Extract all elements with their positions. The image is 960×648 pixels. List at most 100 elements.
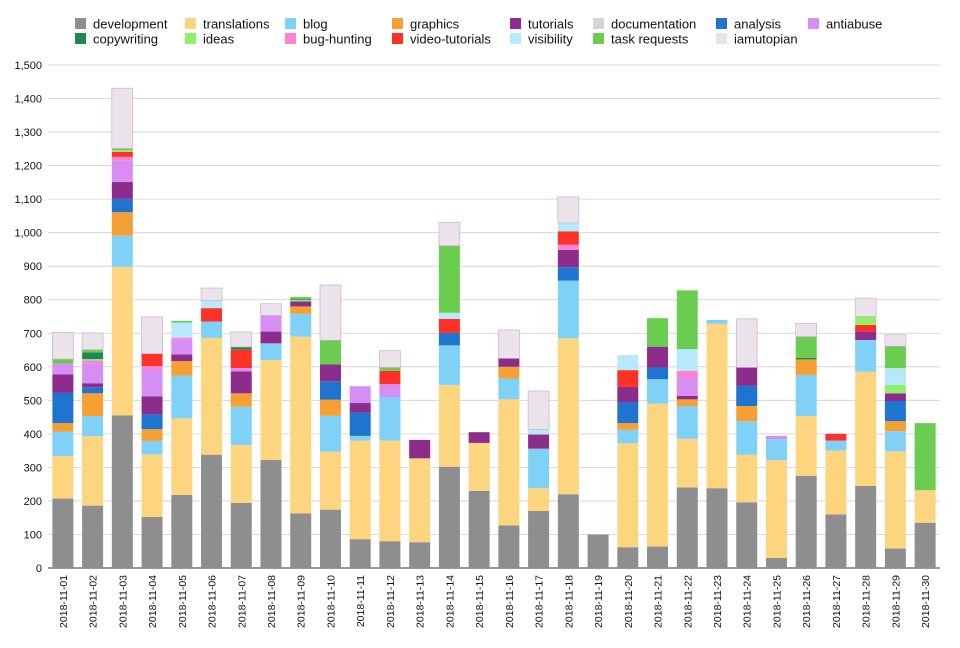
bar-segment-blog	[528, 448, 550, 489]
bar-segment-development	[260, 460, 282, 568]
bar-segment-tutorials	[468, 432, 490, 443]
bar-segment-video-tutorials	[230, 349, 252, 369]
bar-segment-development	[498, 525, 520, 568]
bar-segment-blog	[884, 431, 906, 452]
bar-segment-iamutopian	[527, 390, 550, 430]
bar-segment-translations	[676, 438, 698, 488]
bar-segment-visibility	[676, 349, 698, 371]
bar-segment-graphics	[884, 421, 906, 432]
bar-segment-blog	[201, 321, 223, 338]
bar-segment-development	[617, 547, 639, 568]
bar-segment-video-tutorials	[201, 308, 223, 322]
bar-segment-translations	[855, 371, 877, 486]
bar-segment-development	[230, 502, 252, 568]
bar-stack-2018-11-02	[81, 332, 104, 568]
bar-segment-copywriting	[230, 347, 252, 350]
bar-segment-iamutopian	[854, 297, 877, 317]
bar-stack-2018-11-11	[349, 386, 371, 568]
bar-segment-translations	[557, 338, 579, 495]
bar-stack-2018-11-13	[409, 439, 431, 568]
legend-item-blog: blog	[285, 17, 328, 32]
bar-segment-development	[587, 534, 609, 568]
legend-swatch	[593, 18, 604, 29]
bar-stack-2018-11-06	[200, 287, 223, 568]
legend-item-visibility: visibility	[510, 32, 573, 47]
bar-segment-development	[82, 505, 104, 568]
bar-segment-tutorials	[290, 301, 312, 307]
bar-stack-2018-11-08	[260, 303, 282, 568]
legend-swatch	[285, 33, 296, 44]
bar-segment-development	[884, 548, 906, 568]
bar-segment-ideas	[111, 150, 133, 152]
bar-segment-blog	[379, 396, 401, 441]
bar-stack-2018-11-19	[587, 534, 609, 568]
bar-segment-bug-hunting	[171, 337, 193, 340]
bar-segment-translations	[736, 454, 758, 503]
bar-segment-translations	[468, 442, 490, 491]
legend-swatch	[392, 33, 403, 44]
bar-stack-2018-11-23	[706, 319, 728, 568]
bar-segment-task-requests	[52, 359, 74, 364]
bar-segment-antiabuse	[349, 386, 371, 404]
bar-segment-analysis	[884, 401, 906, 422]
bar-segment-translations	[260, 360, 282, 461]
legend-label: blog	[303, 17, 328, 32]
bar-segment-blog	[171, 375, 193, 419]
bar-stack-2018-11-30	[914, 423, 936, 568]
bar-segment-graphics	[82, 393, 104, 417]
bar-segment-development	[647, 546, 669, 568]
bar-segment-tutorials	[230, 371, 252, 394]
bar-segment-visibility	[528, 429, 550, 435]
bar-stack-2018-11-27	[825, 433, 847, 568]
legend-label: documentation	[611, 17, 696, 32]
bar-segment-analysis	[349, 412, 371, 436]
bar-stack-2018-11-20	[617, 355, 639, 568]
bar-segment-task-requests	[111, 148, 133, 151]
bar-segment-visibility	[438, 312, 460, 319]
x-tick-label: 2018-11-05	[177, 575, 189, 628]
legend-item-development: development	[75, 17, 168, 32]
legend-item-tutorials: tutorials	[510, 17, 574, 32]
bar-segment-development	[141, 517, 163, 568]
y-axis: 0 100 200 300 400 500 600 700 800 900 1,000 1,100 1,…	[14, 60, 42, 575]
bar-segment-graphics	[795, 359, 817, 375]
bar-segment-bug-hunting	[82, 360, 104, 364]
legend-label: ideas	[203, 32, 235, 47]
bar-segment-analysis	[141, 414, 163, 430]
bar-segment-blog	[52, 431, 74, 456]
bar-segment-development	[676, 487, 698, 568]
legend-label: visibility	[528, 32, 573, 47]
bar-stack-2018-11-09	[290, 297, 312, 568]
bar-stack-2018-11-22	[676, 290, 698, 568]
bar-stack-2018-11-14	[438, 221, 461, 568]
bar-segment-video-tutorials	[855, 324, 877, 332]
legend-swatch	[285, 18, 296, 29]
bar-segment-video-tutorials	[617, 370, 639, 387]
x-tick-label: 2018-11-27	[831, 575, 843, 628]
bar-segment-task-requests	[171, 320, 193, 323]
y-tick-label: 0	[36, 563, 42, 575]
bar-segment-iamutopian	[884, 334, 907, 347]
bar-segment-translations	[171, 418, 193, 495]
bar-segment-tutorials	[617, 386, 639, 403]
legend: development translations blog graphics tutor…	[75, 17, 882, 47]
x-tick-label: 2018-11-15	[474, 575, 486, 628]
bar-stack-2018-11-18	[557, 196, 580, 568]
bar-segment-translations	[230, 444, 252, 503]
bar-segment-iamutopian	[735, 318, 758, 368]
bar-segment-blog	[647, 379, 669, 404]
bar-segment-development	[171, 494, 193, 568]
bar-segment-blog	[706, 319, 728, 324]
bar-segment-tutorials	[111, 182, 133, 199]
bar-segment-blog	[765, 439, 787, 461]
bar-segment-iamutopian	[81, 332, 104, 350]
bar-stack-2018-11-03	[111, 87, 134, 568]
bar-segment-translations	[349, 440, 371, 540]
bar-segment-blog	[319, 415, 341, 452]
bar-segment-visibility	[557, 222, 579, 232]
x-tick-label: 2018-11-25	[771, 575, 783, 628]
x-axis: 2018-11-01 2018-11-02 2018-11-03 2018-11-04…	[58, 575, 932, 628]
y-tick-label: 800	[24, 295, 42, 307]
bar-segment-visibility	[884, 368, 906, 385]
